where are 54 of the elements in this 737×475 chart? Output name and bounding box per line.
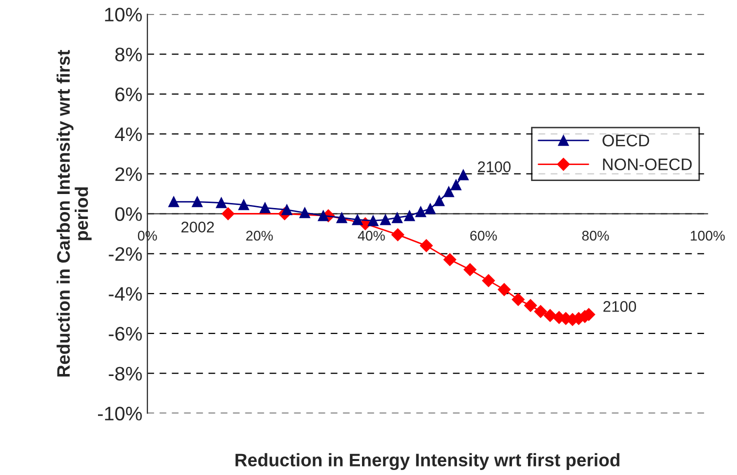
point	[443, 186, 454, 198]
point	[482, 274, 495, 287]
point	[464, 263, 476, 276]
annotation: 2002	[181, 222, 214, 232]
point	[391, 228, 404, 242]
x-tick-label: 80%	[582, 230, 609, 241]
point	[238, 199, 250, 210]
y-axis-title: Reduction in Carbon Intensity wrt first period	[56, 50, 92, 377]
point	[498, 283, 511, 296]
point	[415, 206, 426, 218]
annotation: 2100	[478, 161, 511, 172]
y-tick-label: 2%	[115, 167, 142, 182]
point	[512, 293, 525, 306]
point	[260, 202, 270, 214]
point	[281, 204, 292, 216]
point	[222, 207, 234, 220]
point	[534, 305, 548, 318]
x-axis-title: Reduction in Energy Intensity wrt first period	[236, 453, 620, 470]
point	[458, 169, 469, 180]
y-tick-label: -4%	[108, 287, 142, 301]
point	[443, 253, 456, 266]
point	[216, 197, 227, 208]
annotation: 2100	[603, 301, 636, 312]
point	[404, 210, 415, 222]
y-tick-label: 4%	[114, 128, 142, 142]
point	[368, 215, 379, 226]
x-tick-label: 60%	[470, 230, 497, 241]
x-tick-label: 100%	[690, 230, 725, 241]
point	[336, 212, 348, 224]
y-tick-label: -2%	[108, 247, 142, 261]
point	[524, 299, 537, 312]
x-tick-label: 20%	[246, 230, 273, 241]
y-tick-label: -8%	[108, 366, 142, 381]
point	[192, 196, 203, 208]
point	[352, 214, 363, 226]
y-tick-label: -10%	[98, 406, 142, 420]
y-tick-label: -6%	[108, 326, 142, 341]
x-tick-label: 40%	[358, 230, 385, 241]
point	[544, 309, 557, 322]
y-tick-label: 8%	[115, 48, 142, 62]
point	[434, 195, 445, 206]
point	[168, 196, 180, 208]
y-tick-label: 6%	[115, 88, 142, 102]
point	[392, 212, 403, 224]
point	[299, 207, 310, 218]
point	[380, 214, 391, 226]
point	[450, 179, 462, 190]
point	[318, 210, 329, 222]
legend-label: NON-OECD	[603, 158, 692, 170]
y-tick-label: 0%	[115, 207, 142, 221]
y-tick-label: 10%	[105, 8, 142, 22]
point	[420, 239, 433, 252]
legend-label: OECD	[602, 134, 650, 146]
point	[424, 203, 436, 214]
